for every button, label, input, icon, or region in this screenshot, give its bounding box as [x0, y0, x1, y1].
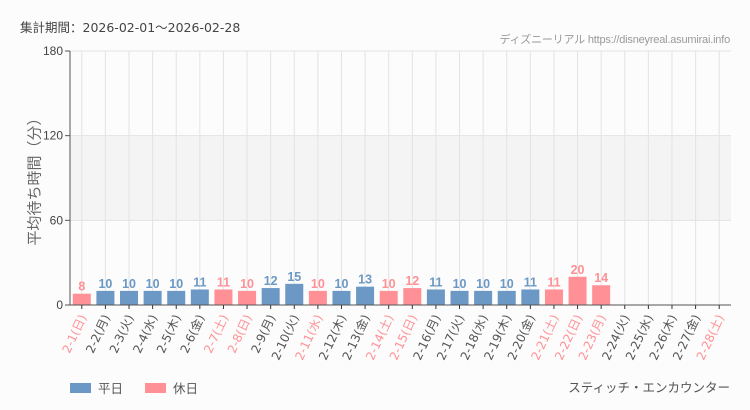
- bar: [285, 283, 304, 305]
- bar-value-label: 10: [240, 277, 254, 291]
- y-tick-label: 120: [43, 129, 63, 143]
- bar-value-label: 20: [571, 263, 585, 277]
- bar-value-label: 12: [264, 274, 278, 288]
- weekday-swatch: [70, 382, 91, 393]
- bar: [167, 290, 186, 305]
- bar: [474, 290, 493, 305]
- bar: [592, 285, 611, 305]
- bar-value-label: 8: [78, 280, 85, 294]
- legend: 平日 休日: [70, 378, 220, 397]
- bar: [379, 290, 398, 305]
- bar: [497, 290, 516, 305]
- y-tick-label: 60: [50, 213, 64, 227]
- bar-value-label: 10: [500, 277, 514, 291]
- bar-value-label: 10: [169, 277, 183, 291]
- bar-value-label: 15: [287, 270, 301, 284]
- bar: [120, 290, 139, 305]
- bar-value-label: 10: [335, 277, 349, 291]
- bar: [426, 289, 445, 305]
- bar-value-label: 12: [405, 274, 419, 288]
- bar-value-label: 11: [193, 275, 206, 289]
- holiday-swatch: [145, 382, 167, 393]
- bar: [143, 290, 162, 305]
- bar: [356, 286, 375, 305]
- bar-value-label: 10: [453, 277, 467, 291]
- period-label: 集計期間：2026-02-01～2026-02-28: [20, 20, 241, 35]
- bar-value-label: 10: [98, 277, 112, 291]
- bar: [214, 289, 233, 305]
- bar: [190, 289, 209, 305]
- site-credit: ディズニーリアル https://disneyreal.asumirai.inf…: [499, 34, 730, 46]
- legend-holiday: 休日: [145, 378, 198, 397]
- bar-value-label: 11: [429, 275, 442, 289]
- bar-value-label: 10: [311, 277, 325, 291]
- bar: [332, 290, 351, 305]
- attraction-name: スティッチ・エンカウンター: [568, 380, 730, 395]
- bar: [403, 288, 422, 305]
- bar: [308, 290, 327, 305]
- bar: [261, 288, 280, 305]
- bar-value-label: 10: [122, 277, 136, 291]
- bar: [238, 290, 257, 305]
- bar-value-label: 10: [476, 277, 490, 291]
- bar-value-label: 10: [146, 277, 160, 291]
- bar-value-label: 11: [217, 275, 230, 289]
- bar-value-label: 13: [358, 273, 372, 287]
- bar-value-label: 14: [594, 271, 608, 285]
- bar-value-label: 10: [382, 277, 396, 291]
- legend-weekday-label: 平日: [98, 381, 124, 396]
- bar: [450, 290, 469, 305]
- highlight-band: [70, 135, 731, 221]
- y-tick-label: 0: [56, 298, 63, 312]
- bar: [521, 289, 540, 305]
- bar: [568, 276, 587, 305]
- bar-value-label: 11: [524, 275, 537, 289]
- bar: [96, 290, 115, 305]
- legend-weekday: 平日: [70, 378, 123, 397]
- bar-value-label: 11: [547, 275, 560, 289]
- legend-holiday-label: 休日: [173, 381, 199, 396]
- bar: [72, 293, 91, 305]
- y-tick-label: 180: [43, 44, 63, 58]
- bar: [544, 289, 563, 305]
